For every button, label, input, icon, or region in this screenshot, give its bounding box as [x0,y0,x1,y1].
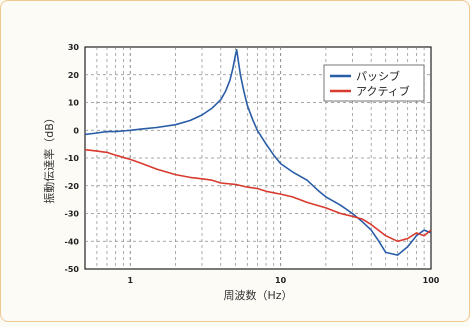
y-tick-label: 20 [68,71,80,80]
x-tick-label: 100 [423,276,440,285]
y-tick-label: 30 [68,43,80,52]
y-tick-label: 0 [73,126,79,135]
series-line-active [84,148,432,243]
y-tick-label: -30 [65,210,80,219]
y-axis-label: 振動伝達率（dB） [42,112,56,204]
legend-box [323,64,425,102]
legend-label-passive: パッシブ [356,69,400,83]
legend-label-active: アクティブ [356,84,410,98]
x-tick-label: 1 [127,276,133,285]
y-tick-label: 10 [68,99,80,108]
y-tick-label: -20 [65,182,80,191]
series-lines [84,48,432,256]
legend: パッシブ アクティブ [323,64,425,102]
y-tick-label: -50 [65,265,80,274]
series-line-passive [84,48,432,256]
x-tick-label: 10 [275,276,287,285]
y-tick-label: -10 [65,154,80,163]
x-axis-label: 周波数（Hz） [223,289,292,302]
y-tick-label: -40 [65,237,80,246]
